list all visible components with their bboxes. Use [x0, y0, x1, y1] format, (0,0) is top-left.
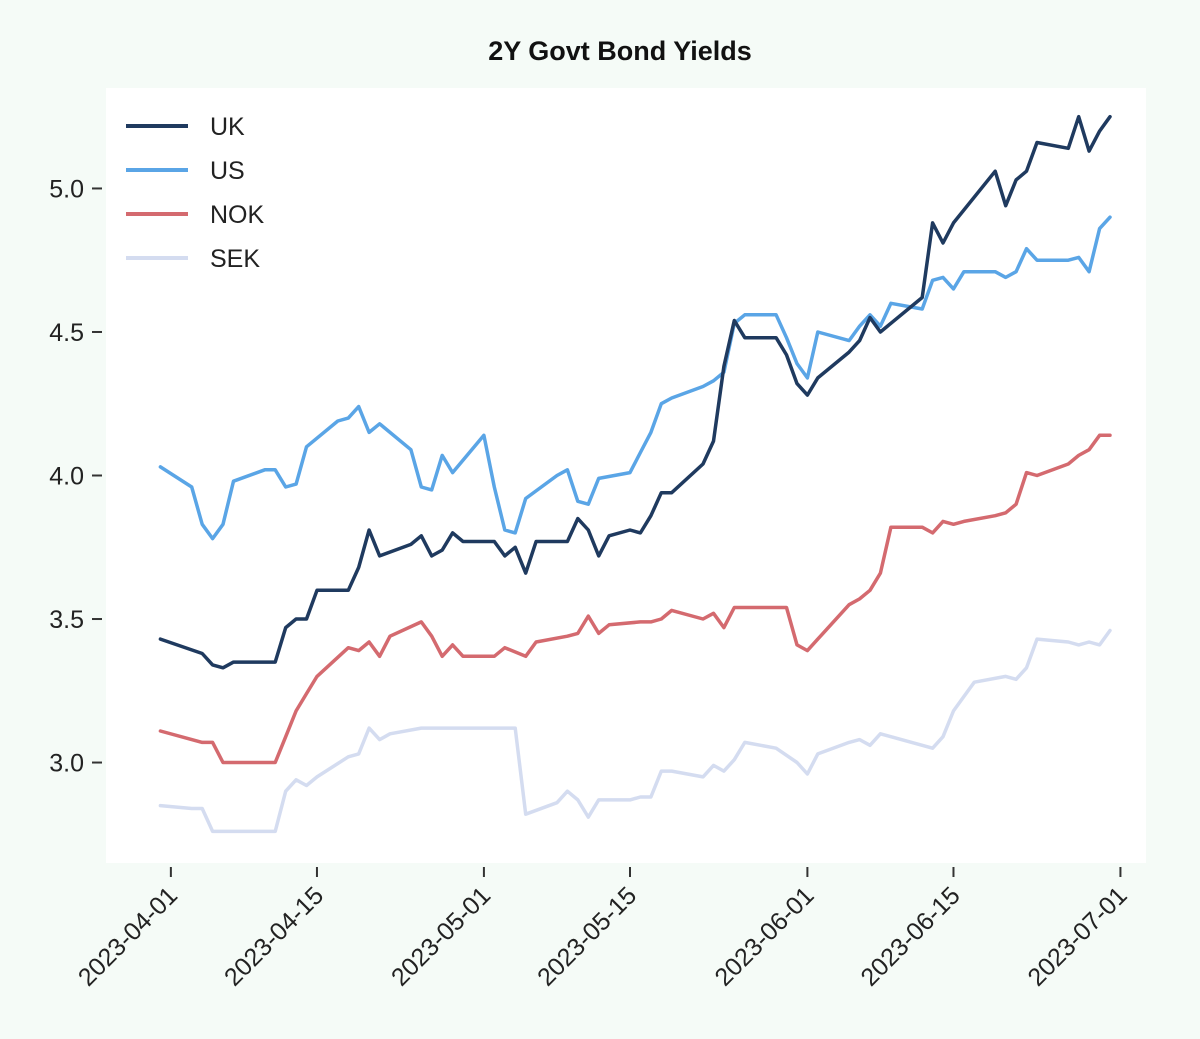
x-axis: 2023-04-01 2023-04-15 2023-05-01 2023-05-15… — [73, 867, 1133, 992]
series-line-nok — [158, 433, 1112, 765]
legend: UK US NOK SEK — [126, 113, 265, 273]
y-tick-label: 4.5 — [49, 319, 84, 347]
x-tick-label: 2023-04-15 — [219, 881, 329, 991]
y-tick-label: 3.5 — [49, 606, 84, 634]
chart-title: 2Y Govt Bond Yields — [488, 36, 752, 66]
y-tick-label: 3.0 — [49, 750, 84, 778]
series-line-us — [158, 215, 1112, 541]
legend-label-sek: SEK — [210, 245, 260, 273]
x-tick-label: 2023-07-01 — [1022, 881, 1132, 991]
y-axis: 3.0 3.5 4.0 4.5 5.0 — [49, 175, 102, 778]
x-tick-label: 2023-05-01 — [386, 881, 496, 991]
x-tick-label: 2023-06-15 — [855, 881, 965, 991]
series-line-sek — [158, 628, 1112, 834]
legend-label-nok: NOK — [210, 201, 265, 229]
x-tick-label: 2023-04-01 — [73, 881, 183, 991]
y-tick-label: 4.0 — [49, 463, 84, 491]
legend-label-uk: UK — [210, 113, 245, 141]
x-tick-label: 2023-06-01 — [709, 881, 819, 991]
y-tick-label: 5.0 — [49, 175, 84, 203]
legend-label-us: US — [210, 157, 245, 185]
x-tick-label: 2023-05-15 — [532, 881, 642, 991]
series-line-uk — [158, 114, 1112, 670]
series-layer — [158, 114, 1112, 834]
